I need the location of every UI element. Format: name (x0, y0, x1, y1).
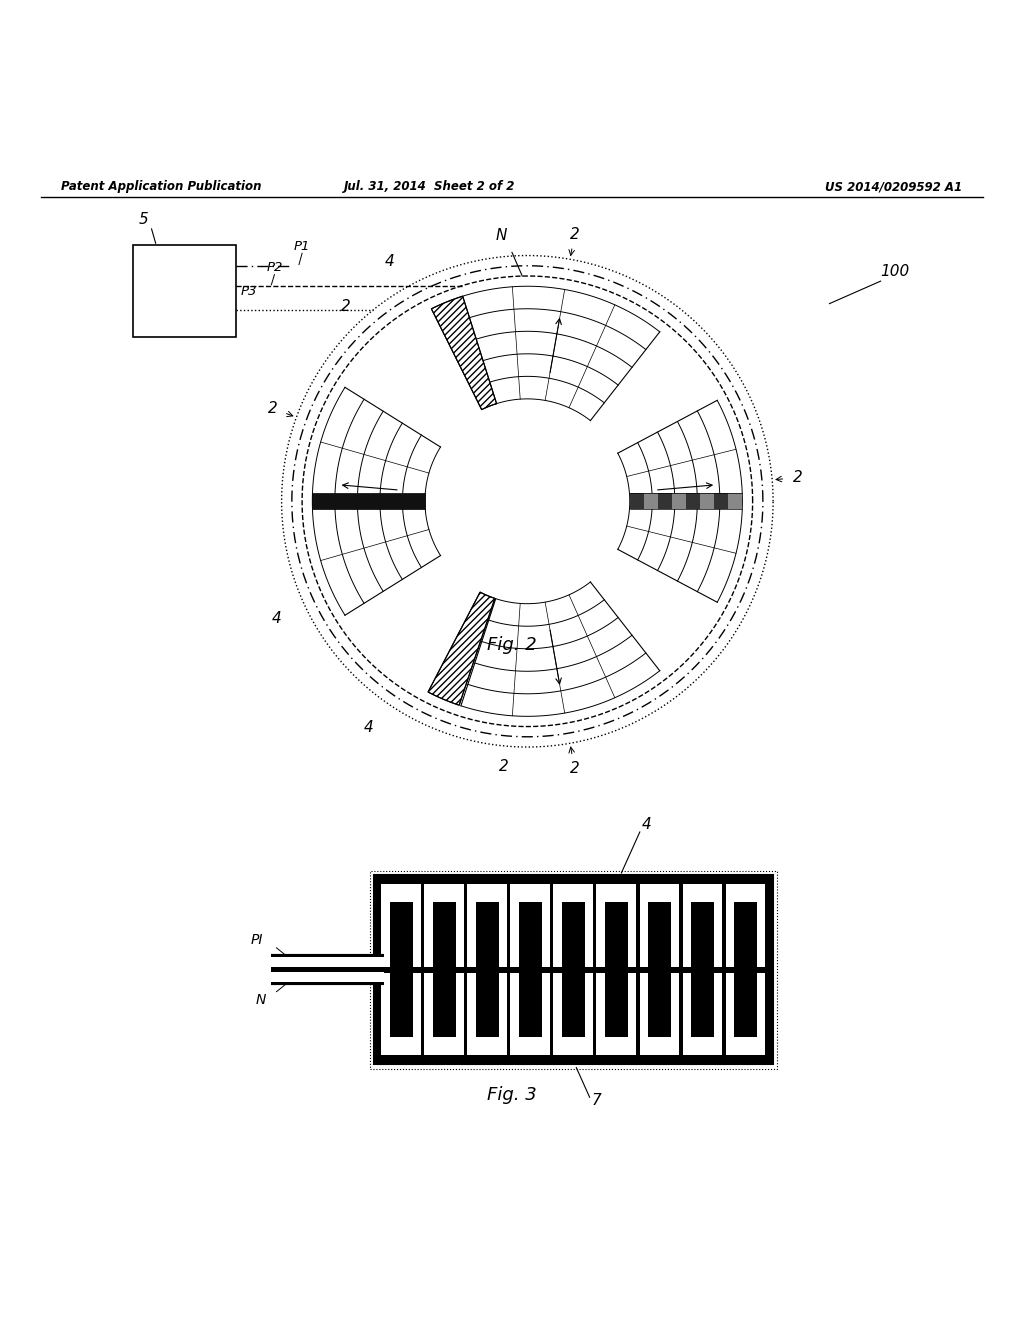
Polygon shape (431, 296, 497, 409)
Polygon shape (461, 582, 659, 717)
Text: N: N (496, 228, 508, 243)
Bar (554, 884, 593, 966)
Text: Fig. 3: Fig. 3 (487, 1086, 537, 1105)
Bar (597, 884, 636, 966)
Bar (374, 875, 773, 1064)
Bar (382, 973, 421, 1055)
Bar (468, 973, 507, 1055)
Bar (657, 494, 672, 510)
Text: PI: PI (251, 933, 263, 946)
Bar (640, 884, 679, 966)
Bar (734, 902, 757, 966)
Bar (511, 884, 550, 966)
Bar (433, 902, 456, 966)
Text: P1: P1 (294, 240, 310, 253)
Text: P2: P2 (266, 260, 283, 273)
Text: US 2014/0209592 A1: US 2014/0209592 A1 (825, 181, 963, 194)
Bar (644, 494, 658, 510)
Text: 5: 5 (138, 211, 148, 227)
Bar (425, 973, 464, 1055)
Bar (726, 884, 765, 966)
Bar (726, 973, 765, 1055)
Text: Patent Application Publication: Patent Application Publication (61, 181, 262, 194)
Bar (597, 973, 636, 1055)
Text: 2: 2 (793, 470, 803, 486)
Text: Fig. 2: Fig. 2 (487, 636, 537, 653)
Bar (728, 494, 742, 510)
Bar (382, 884, 421, 966)
Bar (715, 494, 728, 510)
Polygon shape (428, 593, 495, 705)
Text: 4: 4 (364, 721, 374, 735)
Text: 7: 7 (592, 1093, 601, 1109)
Bar (433, 973, 456, 1038)
Text: 2: 2 (569, 762, 580, 776)
Bar (271, 973, 384, 982)
Text: 2: 2 (341, 300, 350, 314)
Bar (605, 973, 628, 1038)
Text: 4: 4 (384, 255, 394, 269)
Bar (476, 902, 499, 966)
Bar (468, 884, 507, 966)
Bar (271, 957, 384, 968)
Text: 2: 2 (267, 401, 278, 416)
Text: Jul. 31, 2014  Sheet 2 of 2: Jul. 31, 2014 Sheet 2 of 2 (344, 181, 516, 194)
Text: 2: 2 (500, 759, 509, 774)
Bar (554, 973, 593, 1055)
Bar (476, 973, 499, 1038)
Bar (519, 973, 542, 1038)
Bar (700, 494, 715, 510)
Polygon shape (617, 400, 742, 602)
Bar (691, 902, 714, 966)
Bar (691, 973, 714, 1038)
Text: 2: 2 (569, 227, 580, 242)
Bar (390, 973, 413, 1038)
Bar (519, 902, 542, 966)
Bar (312, 494, 425, 510)
Bar (562, 902, 585, 966)
Bar (683, 973, 722, 1055)
Bar (734, 973, 757, 1038)
Bar (133, 246, 236, 338)
Bar (683, 884, 722, 966)
Bar (511, 973, 550, 1055)
Bar (672, 494, 686, 510)
Bar (562, 973, 585, 1038)
Bar (648, 902, 671, 966)
Bar (630, 494, 644, 510)
Bar (640, 973, 679, 1055)
Polygon shape (461, 286, 659, 421)
Bar (370, 871, 777, 1069)
Text: P3: P3 (241, 285, 257, 297)
Text: 4: 4 (642, 817, 651, 832)
Bar (605, 902, 628, 966)
Bar (648, 973, 671, 1038)
Polygon shape (312, 387, 440, 615)
Text: N: N (256, 993, 266, 1007)
Bar (425, 884, 464, 966)
Text: 100: 100 (881, 264, 910, 279)
Text: 4: 4 (272, 611, 282, 626)
Bar (686, 494, 700, 510)
Bar (390, 902, 413, 966)
